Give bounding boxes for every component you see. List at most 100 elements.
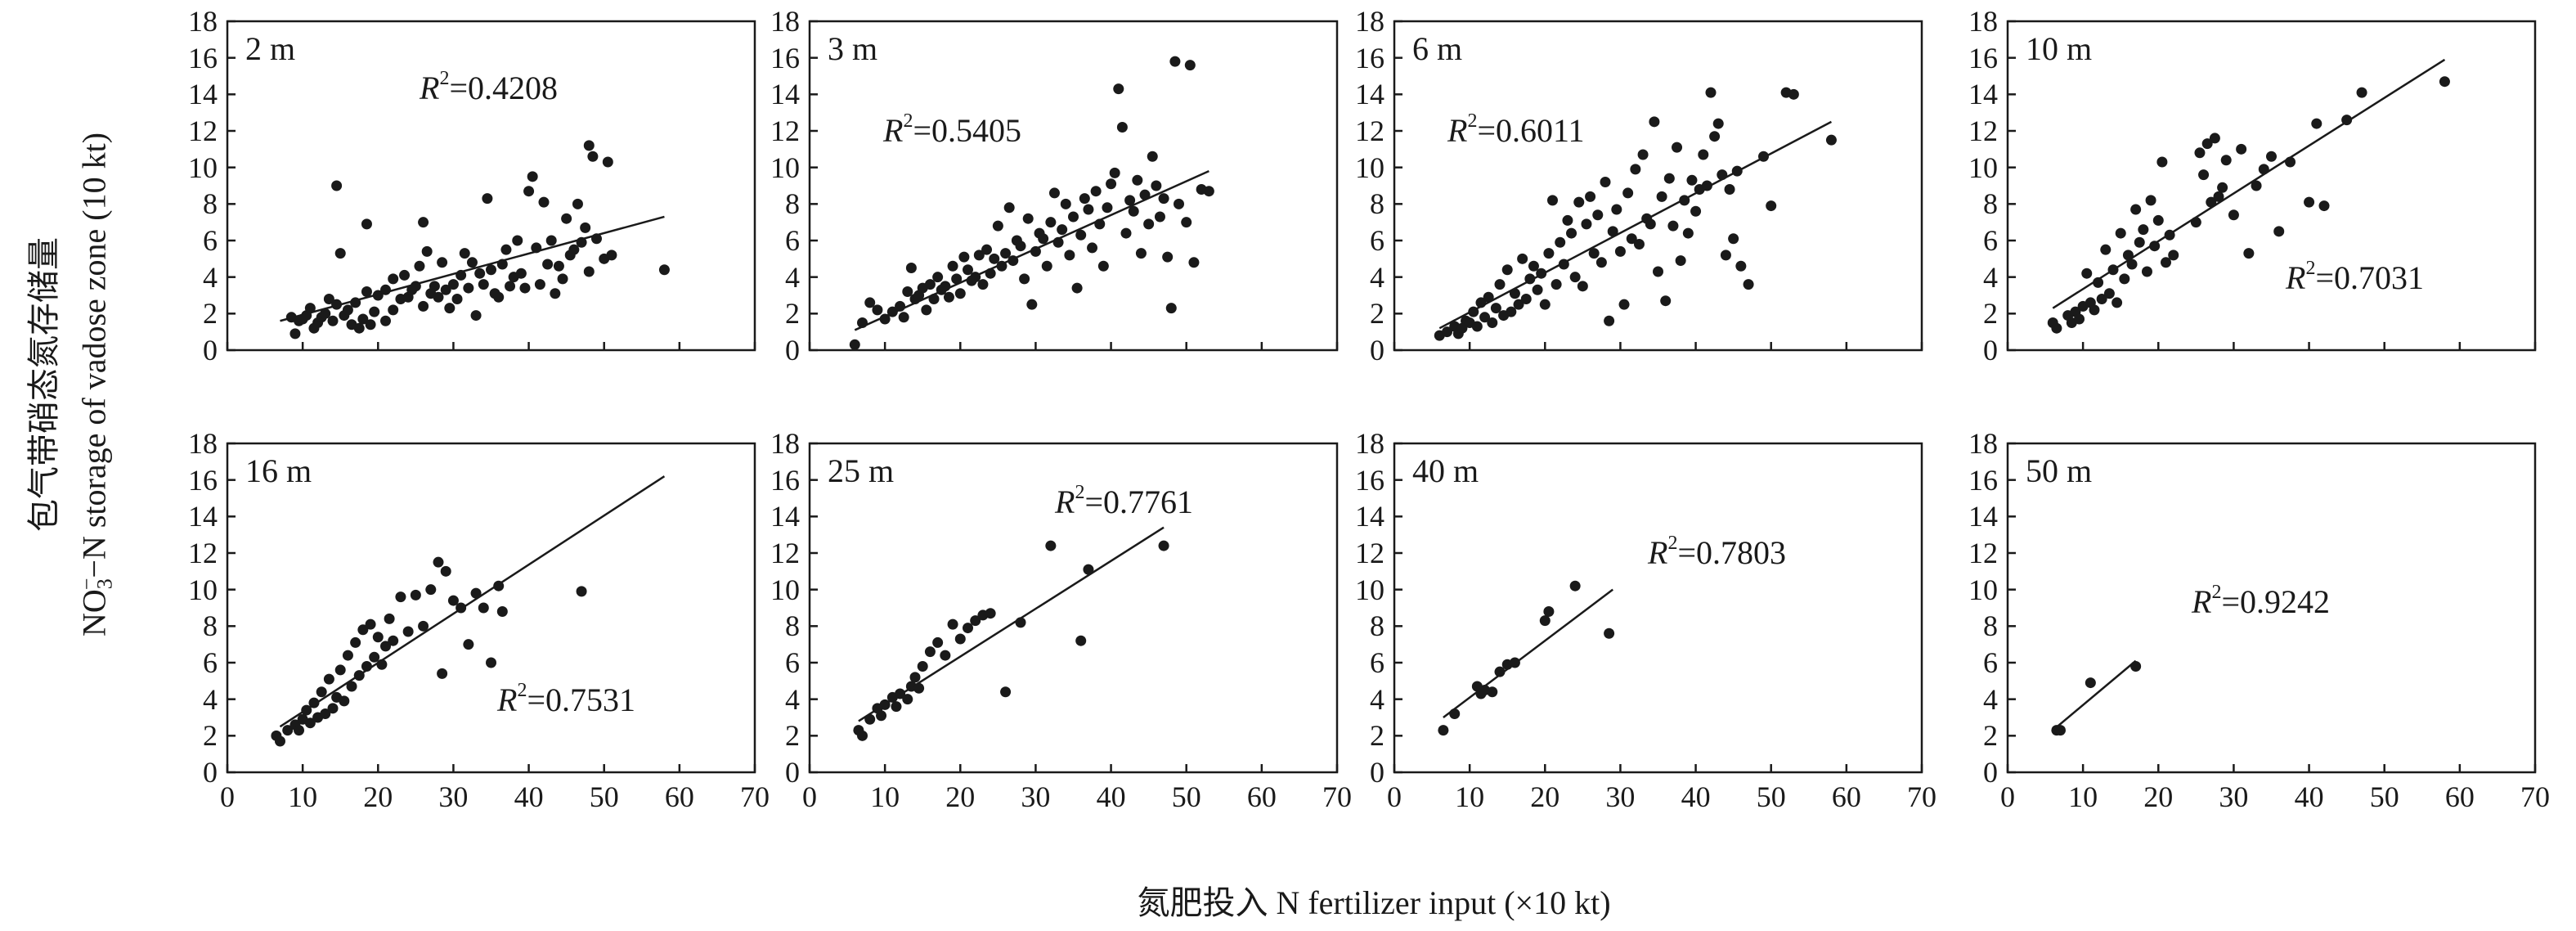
data-point <box>2138 224 2149 236</box>
data-point <box>2311 118 2322 129</box>
data-point <box>1569 580 1581 591</box>
data-point <box>418 217 429 228</box>
panel-depth-label: 3 m <box>828 30 878 67</box>
data-point <box>602 156 613 168</box>
data-point <box>2164 229 2175 241</box>
data-point <box>2220 155 2232 166</box>
data-point <box>2341 115 2353 126</box>
data-point <box>331 299 343 310</box>
y-tick-label: 12 <box>1968 115 1998 147</box>
data-point <box>2304 196 2315 208</box>
data-point <box>447 279 459 290</box>
data-point <box>440 565 451 577</box>
data-point <box>576 586 587 597</box>
data-point <box>1449 708 1461 720</box>
data-point <box>1143 218 1155 230</box>
x-tick-label: 50 <box>2369 780 2399 813</box>
data-point <box>369 651 380 663</box>
r-squared-annotation: R2=0.6011 <box>1447 111 1585 150</box>
y-tick-label: 10 <box>188 151 218 184</box>
data-point <box>2112 297 2123 308</box>
data-point <box>410 589 421 600</box>
data-point <box>1701 180 1712 191</box>
data-point <box>924 646 936 658</box>
data-point <box>992 220 1003 232</box>
data-point <box>2115 227 2126 239</box>
data-point <box>531 242 542 254</box>
data-point <box>1116 122 1128 133</box>
data-point <box>921 304 932 316</box>
data-point <box>2103 288 2115 299</box>
y-tick-label: 0 <box>203 756 218 789</box>
data-point <box>1151 180 1162 191</box>
data-point <box>970 615 981 627</box>
data-point <box>1667 220 1679 232</box>
data-point <box>323 293 334 304</box>
data-point <box>496 605 508 617</box>
data-point <box>1442 326 1452 338</box>
data-point <box>327 703 339 714</box>
data-point <box>864 297 876 308</box>
data-point <box>308 697 320 708</box>
data-point <box>2217 182 2228 193</box>
data-point <box>515 268 527 279</box>
data-point <box>2318 200 2330 212</box>
data-point <box>433 291 444 303</box>
data-point <box>879 313 891 325</box>
data-point <box>1825 134 1837 146</box>
data-point <box>500 244 512 255</box>
y-tick-label: 8 <box>1983 187 1998 221</box>
data-point <box>1573 196 1585 208</box>
x-tick-label: 40 <box>514 780 544 813</box>
data-point <box>1509 657 1520 668</box>
data-point <box>947 260 958 272</box>
data-point <box>410 281 421 292</box>
data-point <box>2130 660 2142 672</box>
y-tick-label: 2 <box>1983 297 1998 331</box>
data-point <box>557 273 568 285</box>
panel-8 <box>2006 442 2537 774</box>
data-point <box>294 725 305 736</box>
data-point <box>1064 250 1075 261</box>
data-point <box>1577 281 1588 292</box>
data-point <box>1672 142 1683 153</box>
data-point <box>1513 299 1524 310</box>
y-axis-label-cn: 包气带硝态氮存储量 <box>25 237 62 532</box>
data-point <box>301 704 312 716</box>
data-point <box>1724 183 1735 195</box>
y-tick-label: 6 <box>1370 646 1384 679</box>
data-point <box>1562 214 1573 226</box>
data-point <box>388 635 399 646</box>
data-point <box>1705 87 1717 98</box>
data-point <box>331 180 343 191</box>
data-point <box>1083 204 1094 215</box>
y-tick-label: 0 <box>1983 334 1998 367</box>
data-point <box>1203 186 1214 197</box>
y-tick-label: 14 <box>1355 78 1384 111</box>
data-point <box>958 251 970 263</box>
data-point <box>1128 205 1139 217</box>
data-point <box>1566 227 1577 239</box>
data-point <box>470 310 482 322</box>
data-point <box>1022 213 1034 224</box>
data-point <box>527 171 538 182</box>
data-point <box>1468 306 1479 317</box>
data-point <box>289 328 301 340</box>
data-point <box>1139 189 1151 200</box>
data-point <box>2107 264 2119 276</box>
data-point <box>1162 251 1174 263</box>
y-tick-label: 6 <box>1983 646 1998 679</box>
x-tick-label: 50 <box>589 780 619 813</box>
r-power: 2 <box>1075 482 1085 503</box>
x-tick-label: 70 <box>1907 780 1936 813</box>
y-tick-label: 2 <box>203 719 218 753</box>
panel-4 <box>2006 20 2537 352</box>
data-point <box>418 620 429 632</box>
data-point <box>1788 88 1799 100</box>
data-point <box>2085 677 2096 689</box>
panel-depth-label: 10 m <box>2026 30 2093 67</box>
r-power: 2 <box>439 68 450 89</box>
data-point <box>1135 248 1147 259</box>
data-point <box>876 710 887 722</box>
data-point <box>1686 174 1698 186</box>
